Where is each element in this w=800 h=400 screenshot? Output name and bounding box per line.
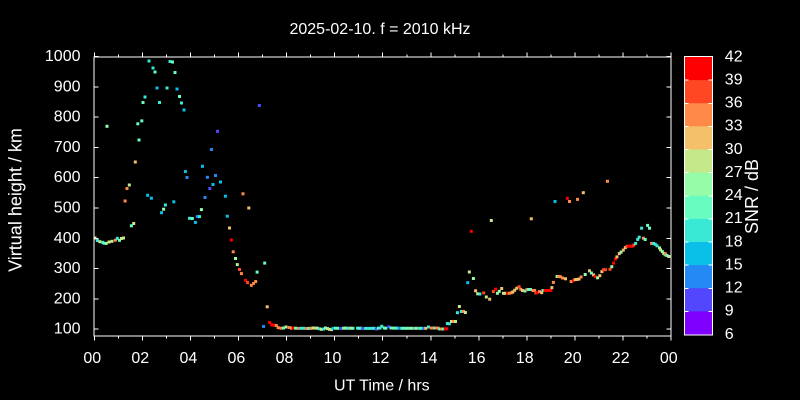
svg-text:18: 18 bbox=[516, 350, 534, 367]
svg-text:2025-02-10. f = 2010 kHz: 2025-02-10. f = 2010 kHz bbox=[289, 21, 470, 38]
svg-text:24: 24 bbox=[725, 187, 743, 204]
svg-text:1000: 1000 bbox=[45, 48, 81, 65]
svg-text:900: 900 bbox=[54, 78, 81, 95]
svg-text:02: 02 bbox=[131, 350, 149, 367]
svg-text:9: 9 bbox=[725, 303, 734, 320]
svg-text:16: 16 bbox=[468, 350, 486, 367]
svg-text:27: 27 bbox=[725, 164, 743, 181]
svg-text:500: 500 bbox=[54, 200, 81, 217]
svg-text:UT Time / hrs: UT Time / hrs bbox=[334, 377, 430, 394]
svg-text:20: 20 bbox=[564, 350, 582, 367]
svg-text:400: 400 bbox=[54, 230, 81, 247]
svg-text:22: 22 bbox=[612, 350, 630, 367]
svg-text:800: 800 bbox=[54, 109, 81, 126]
svg-text:100: 100 bbox=[54, 321, 81, 338]
svg-text:10: 10 bbox=[324, 350, 342, 367]
svg-text:36: 36 bbox=[725, 95, 743, 112]
svg-text:12: 12 bbox=[372, 350, 390, 367]
svg-text:SNR / dB: SNR / dB bbox=[742, 159, 762, 234]
svg-text:600: 600 bbox=[54, 169, 81, 186]
svg-text:00: 00 bbox=[660, 350, 678, 367]
svg-text:42: 42 bbox=[725, 48, 743, 65]
svg-text:14: 14 bbox=[420, 350, 438, 367]
svg-text:30: 30 bbox=[725, 141, 743, 158]
svg-text:200: 200 bbox=[54, 290, 81, 307]
svg-text:08: 08 bbox=[276, 350, 294, 367]
svg-text:300: 300 bbox=[54, 260, 81, 277]
svg-text:18: 18 bbox=[725, 233, 743, 250]
svg-text:6: 6 bbox=[725, 326, 734, 343]
svg-text:Virtual height / km: Virtual height / km bbox=[6, 128, 26, 272]
svg-text:15: 15 bbox=[725, 256, 743, 273]
svg-text:00: 00 bbox=[83, 350, 101, 367]
svg-text:12: 12 bbox=[725, 280, 743, 297]
svg-text:33: 33 bbox=[725, 118, 743, 135]
svg-text:04: 04 bbox=[180, 350, 198, 367]
svg-text:06: 06 bbox=[228, 350, 246, 367]
svg-text:700: 700 bbox=[54, 139, 81, 156]
svg-text:21: 21 bbox=[725, 210, 743, 227]
svg-text:39: 39 bbox=[725, 71, 743, 88]
